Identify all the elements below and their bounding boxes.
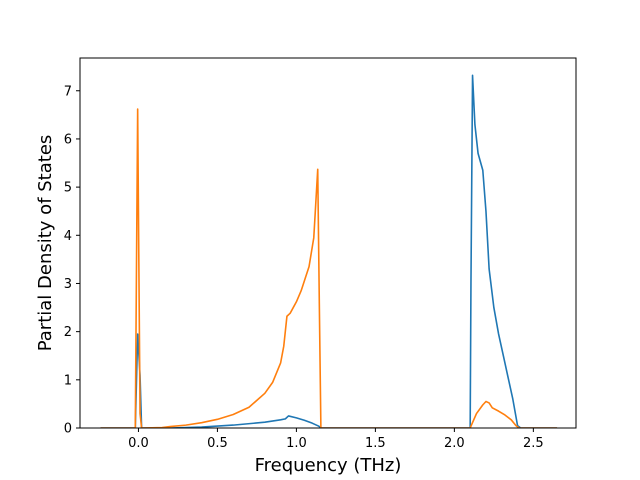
- axes-frame: [79, 57, 577, 429]
- y-tick-label: 4: [64, 229, 72, 244]
- plot-lines: [100, 74, 558, 428]
- x-tick-label: 1.5: [365, 436, 386, 451]
- y-axis-title: Partial Density of States: [35, 135, 56, 352]
- y-tick-label: 3: [64, 277, 72, 292]
- y-tick-label: 2: [64, 325, 72, 340]
- x-tick-label: 2.5: [523, 436, 544, 451]
- x-axis-ticks: 0.0 0.5 1.0 1.5 2.0 2.5: [128, 428, 544, 451]
- y-axis-ticks: 0 1 2 3 4 5 6 7: [64, 84, 80, 437]
- y-tick-label: 5: [64, 181, 72, 196]
- x-tick-label: 2.0: [444, 436, 465, 451]
- y-tick-label: 7: [64, 84, 72, 99]
- y-tick-label: 6: [64, 132, 72, 147]
- x-tick-label: 1.0: [286, 436, 307, 451]
- x-tick-label: 0.5: [207, 436, 228, 451]
- x-axis-title: Frequency (THz): [255, 455, 402, 476]
- y-tick-label: 0: [64, 422, 72, 437]
- x-tick-label: 0.0: [128, 436, 149, 451]
- series-line-1: [100, 74, 558, 428]
- y-tick-label: 1: [64, 373, 72, 388]
- series-line-2: [100, 108, 558, 428]
